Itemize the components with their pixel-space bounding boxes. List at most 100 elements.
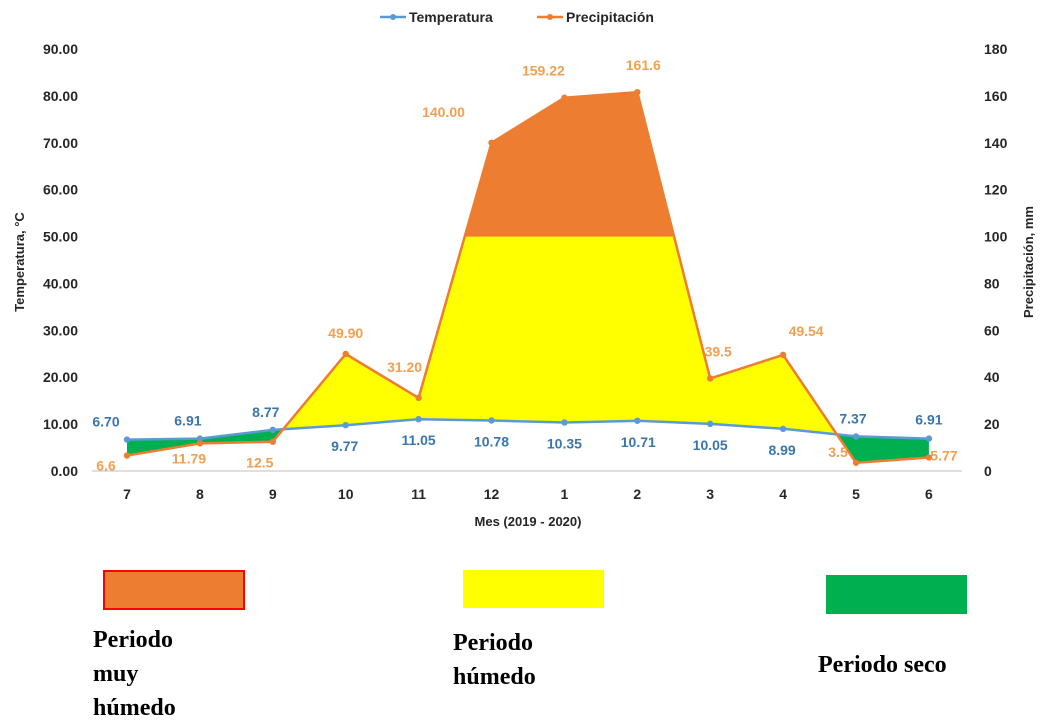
y-right-tick-label: 40 (984, 369, 1000, 385)
temperature-data-label: 6.70 (92, 414, 119, 430)
temperature-data-label: 10.78 (474, 433, 509, 449)
temperature-point (269, 426, 276, 434)
precipitation-point (488, 139, 495, 146)
temperature-data-label: 6.91 (915, 412, 942, 428)
temperature-data-label: 10.05 (693, 437, 728, 453)
precipitation-data-label: 49.54 (789, 323, 824, 339)
temperature-data-label: 8.77 (252, 404, 279, 420)
precipitation-point (342, 350, 349, 358)
temperature-data-label: 9.77 (331, 438, 358, 454)
y-left-axis-title: Temperatura, °C (12, 212, 27, 312)
temperature-data-label: 10.35 (547, 435, 582, 451)
series-lines (123, 88, 933, 466)
precipitation-data-label: 39.5 (705, 343, 732, 359)
y-left-tick-label: 60.00 (43, 182, 78, 198)
temperature-point (707, 420, 714, 428)
precipitation-point (269, 438, 276, 445)
temperature-point (123, 436, 131, 443)
temperature-point (415, 415, 422, 423)
x-tick-label: 5 (852, 486, 860, 502)
y-left-tick-label: 10.00 (43, 416, 78, 432)
temperature-point (634, 417, 641, 424)
precipitation-point (123, 452, 131, 459)
y-left-tick-label: 20.00 (43, 369, 78, 385)
precipitation-point (561, 94, 568, 101)
swatch-humid (463, 570, 604, 608)
x-tick-label: 11 (411, 486, 426, 502)
y-right-tick-label: 160 (984, 88, 1008, 104)
x-axis-title: Mes (2019 - 2020) (475, 514, 582, 529)
y-left-tick-label: 40.00 (43, 275, 78, 291)
y-right-tick-label: 60 (984, 322, 1000, 338)
x-tick-label: 10 (338, 486, 354, 502)
x-tick-label: 6 (925, 486, 933, 502)
precipitation-data-label: 49.90 (328, 325, 363, 341)
humid-area (283, 92, 837, 435)
legend-marker-1 (547, 14, 553, 20)
period-label-very-humid: Periodo muy húmedo (93, 627, 176, 721)
precipitation-point (852, 459, 860, 466)
precipitation-data-label: 159.22 (522, 63, 565, 79)
swatch-very-humid (103, 570, 245, 610)
y-right-tick-label: 80 (984, 275, 1000, 291)
temperature-data-label: 6.91 (174, 413, 201, 429)
x-tick-label: 8 (196, 486, 204, 502)
climate-chart: 0.00 10.00 20.00 30.00 40.00 50.00 60.00 70.00 8… (12, 9, 1036, 529)
x-tick-label: 1 (561, 486, 569, 502)
legend-label-0: Temperatura (409, 9, 493, 25)
temperature-point (561, 419, 568, 426)
temperature-point (488, 417, 495, 424)
x-tick-label: 4 (779, 486, 787, 502)
y-right-tick-label: 20 (984, 416, 1000, 432)
precipitation-point (415, 394, 422, 402)
temperature-point (779, 425, 787, 433)
precipitation-data-label: 140.00 (422, 104, 465, 120)
precipitation-data-label: 11.79 (172, 450, 206, 466)
temperature-point (196, 435, 204, 442)
precipitation-data-label: 12.5 (246, 455, 273, 471)
y-right-axis-title: Precipitación, mm (1021, 206, 1036, 318)
data-labels: 6.70 6.91 8.77 9.77 11.05 10.78 10.35 10.71 10.0… (92, 57, 957, 473)
x-tick-label: 12 (484, 486, 500, 502)
precipitation-point (634, 88, 641, 96)
precipitation-data-label: 5.77 (930, 447, 957, 463)
precipitation-point (196, 440, 204, 447)
y-left-tick-label: 90.00 (43, 41, 78, 57)
swatch-dry (826, 575, 967, 614)
y-left-tick-label: 80.00 (43, 88, 78, 104)
temperature-point (852, 433, 860, 440)
temperature-data-label: 8.99 (768, 442, 795, 458)
precipitation-data-label: 3.5 (828, 444, 848, 460)
precipitation-point (779, 351, 787, 359)
legend-label-1: Precipitación (566, 9, 654, 25)
temperature-line (126, 417, 929, 441)
precipitation-point (707, 375, 714, 382)
period-fills (127, 92, 929, 463)
precipitation-data-label: 31.20 (387, 359, 422, 375)
y-left-tick-label: 30.00 (43, 322, 78, 338)
x-tick-label: 9 (269, 486, 277, 502)
dry-area (836, 434, 929, 463)
temperature-data-label: 10.71 (621, 434, 656, 450)
chart-legend: Temperatura Precipitación (380, 9, 654, 25)
legend-marker-0 (390, 14, 396, 20)
y-right-tick-label: 0 (984, 463, 992, 479)
y-right-tick-label: 140 (984, 135, 1008, 151)
x-tick-label: 3 (706, 486, 714, 502)
temperature-data-label: 7.37 (839, 410, 866, 426)
y-right-tick-label: 120 (984, 182, 1008, 198)
period-label-dry: Periodo seco (818, 652, 947, 678)
x-tick-label: 2 (633, 486, 641, 502)
y-left-tick-label: 70.00 (43, 135, 78, 151)
y-right-tick-label: 180 (984, 41, 1008, 57)
period-label-humid: Periodo húmedo (453, 630, 536, 690)
precipitation-data-label: 6.6 (96, 458, 116, 474)
temperature-point (342, 421, 349, 429)
precipitation-point (925, 454, 933, 461)
temperature-data-label: 11.05 (401, 432, 435, 448)
precipitation-line (126, 90, 929, 465)
precipitation-data-label: 161.6 (626, 57, 661, 73)
y-left-tick-label: 50.00 (43, 229, 78, 245)
y-left-tick-label: 0.00 (51, 463, 78, 479)
y-right-tick-label: 100 (984, 229, 1008, 245)
